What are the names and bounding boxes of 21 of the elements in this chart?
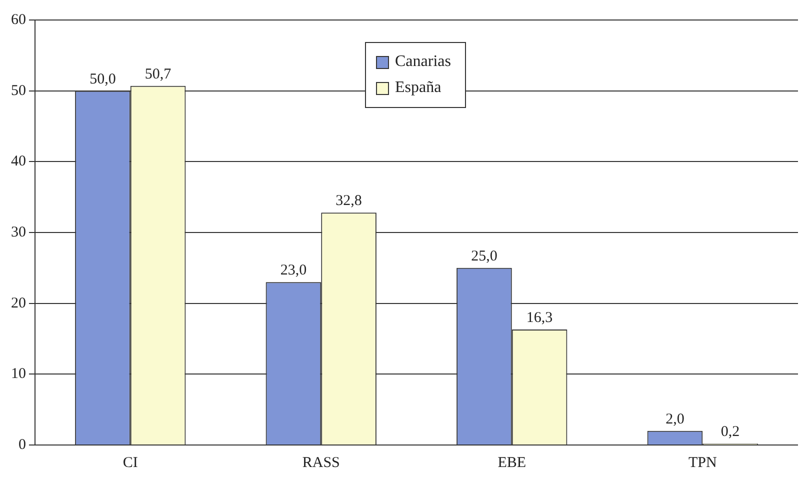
y-tick-label: 50 (11, 82, 26, 99)
legend-label: Canarias (395, 52, 451, 72)
y-tick-label: 30 (11, 224, 26, 240)
x-tick-label: RASS (302, 454, 340, 471)
data-label: 0,2 (720, 424, 740, 440)
data-label: 16,3 (526, 310, 553, 326)
data-label: 50,0 (90, 71, 116, 88)
data-label: 32,8 (336, 193, 362, 210)
data-label: 25,0 (471, 248, 498, 264)
y-tick-label: 60 (11, 12, 26, 28)
y-tick-label: 0 (18, 436, 26, 453)
x-tick-label: EBE (498, 454, 526, 471)
y-tick-label: 20 (11, 295, 26, 312)
y-tick-label: 40 (11, 154, 26, 170)
x-tick-label: TPN (688, 454, 717, 471)
data-label: 50,7 (144, 66, 172, 82)
data-label: 23,0 (280, 262, 307, 279)
y-tick-label: 10 (11, 366, 26, 382)
x-tick-label: CI (122, 454, 138, 471)
data-label: 2,0 (666, 411, 684, 428)
legend-label: España (395, 78, 442, 98)
